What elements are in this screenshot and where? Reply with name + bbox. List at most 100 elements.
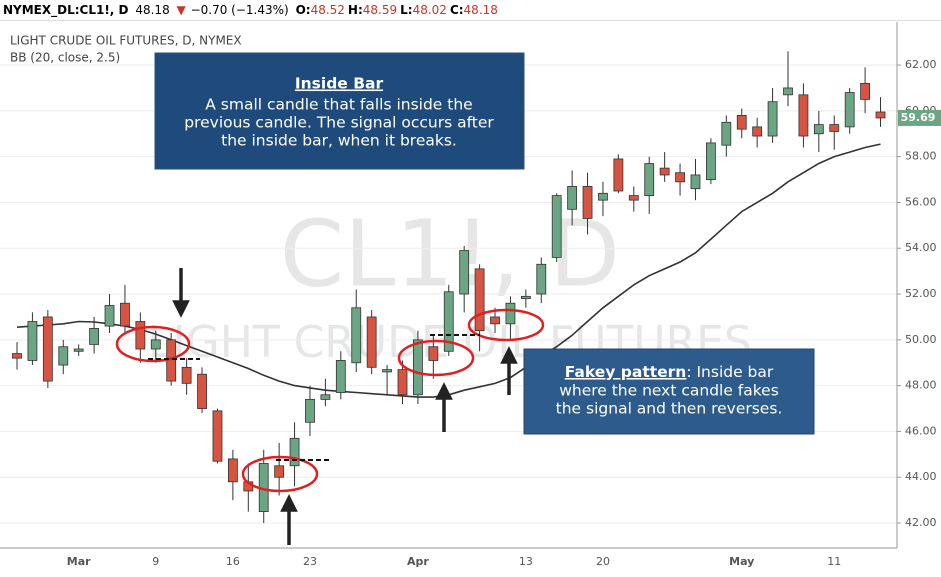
candle-body [752, 126, 763, 137]
x-tick-label: 11 [827, 555, 841, 568]
candle-body [274, 465, 285, 478]
candle-body [366, 316, 377, 368]
x-tick-label: 23 [303, 555, 317, 568]
candle-body [844, 92, 855, 128]
candle-body [335, 360, 346, 393]
indicator-label: BB (20, close, 2.5) [10, 51, 120, 65]
arrow-head [172, 300, 190, 318]
candle-body [675, 172, 685, 183]
circle [397, 339, 475, 377]
candle-body [289, 437, 300, 467]
circle [115, 325, 191, 363]
candle-body [860, 82, 870, 100]
candle-body [767, 101, 778, 137]
arrow: ▼ [176, 3, 186, 17]
candle-body [551, 195, 562, 258]
last-price-tag [898, 109, 941, 126]
candle-body [73, 348, 84, 352]
candle-body [582, 186, 593, 219]
candle-body [520, 295, 531, 300]
annotation-text: where the next candle fakes [559, 382, 779, 400]
candle-body [628, 195, 639, 201]
candle-body [351, 307, 362, 364]
x-tick-label: Apr [407, 555, 429, 568]
ohlc-value: 48.02 [412, 3, 447, 17]
candle-body [120, 302, 130, 327]
annotation-text: the inside bar, when it breaks. [221, 132, 457, 150]
candle-body [505, 302, 516, 325]
candle-body [227, 458, 238, 483]
candle-body [613, 158, 624, 192]
y-tick-label: 58.00 [905, 150, 937, 163]
annotation-fakey: Fakey pattern: Inside bar where the next… [523, 348, 815, 435]
x-tick-label: 20 [596, 555, 610, 568]
last-price-label: 59.69 [901, 111, 936, 124]
circle [467, 308, 545, 342]
header: NYMEX_DL:CL1!, D 48.18 ▼ −0.70 (−1.43%) … [0, 0, 941, 21]
ohlc-value: 48.18 [463, 3, 498, 17]
annotation-text: the signal and then reverses. [556, 400, 783, 418]
arrow-head [435, 382, 453, 400]
candle-body [598, 192, 608, 201]
annotation-title: Inside Bar [295, 75, 384, 93]
x-tick-label: 9 [152, 555, 159, 568]
candle-body [829, 124, 840, 132]
candle-body [813, 124, 824, 135]
arrows [172, 268, 518, 545]
candle-body [690, 174, 701, 190]
ohlc-label: C: [449, 3, 464, 17]
candle-body [397, 369, 408, 396]
candle-body [721, 121, 732, 146]
highlights [115, 308, 545, 493]
last: 48.18 [135, 3, 170, 17]
candle-body [320, 394, 331, 400]
candle-body [875, 111, 886, 119]
candle-body [659, 167, 670, 176]
ohlc: O:48.52 H:48.59 L:48.02 C:48.18 [296, 3, 501, 17]
y-tick-label: 56.00 [905, 195, 937, 208]
arrow-head [280, 494, 298, 512]
candle-body [150, 339, 161, 350]
y-tick-label: 44.00 [905, 470, 937, 483]
ohlc-value: 48.52 [310, 3, 345, 17]
candle-body [382, 369, 392, 373]
ohlc-value: 48.59 [362, 3, 398, 17]
candle-body [413, 339, 423, 396]
annotation-inside-bar: Inside Bar A small candle that falls ins… [154, 52, 525, 170]
candle-body [135, 321, 146, 350]
watermark: CL1!, D [280, 200, 620, 307]
candle-body [42, 316, 53, 382]
chart-title: LIGHT CRUDE OIL FUTURES, D, NYMEX [10, 34, 242, 48]
y-tick-label: 42.00 [905, 516, 937, 529]
candle-body [197, 373, 207, 409]
ohlc-label: O: [295, 3, 311, 17]
y-tick-label: 48.00 [905, 379, 937, 392]
y-tick-label: 54.00 [905, 241, 937, 254]
annotation-text: previous candle. The signal occurs after [184, 114, 494, 132]
y-tick-label: 50.00 [905, 333, 937, 346]
candle-body [490, 316, 500, 325]
candle-body [459, 250, 470, 295]
x-tick-label: Mar [67, 555, 91, 568]
candle-body [181, 366, 192, 384]
candle-body [706, 142, 716, 180]
x-tick-label: 13 [519, 555, 533, 568]
candle-body [798, 94, 809, 137]
y-tick-label: 46.00 [905, 424, 937, 437]
candle-body [474, 268, 485, 332]
arrow-head [500, 346, 518, 364]
candle-body [644, 163, 655, 196]
candle-body [27, 321, 38, 361]
candle-body [212, 410, 223, 462]
change: −0.70 (−1.43%) [190, 3, 289, 17]
annotation-title: Fakey pattern: Inside bar [565, 363, 774, 381]
annotation-title-bold: Fakey pattern [565, 363, 687, 381]
x-tick-label: 16 [226, 555, 240, 568]
candle-body [428, 346, 439, 361]
candle-body [736, 115, 747, 130]
symbol: NYMEX_DL:CL1!, D [3, 3, 129, 17]
y-tick-label: 52.00 [905, 287, 937, 300]
candle-body [104, 305, 115, 327]
